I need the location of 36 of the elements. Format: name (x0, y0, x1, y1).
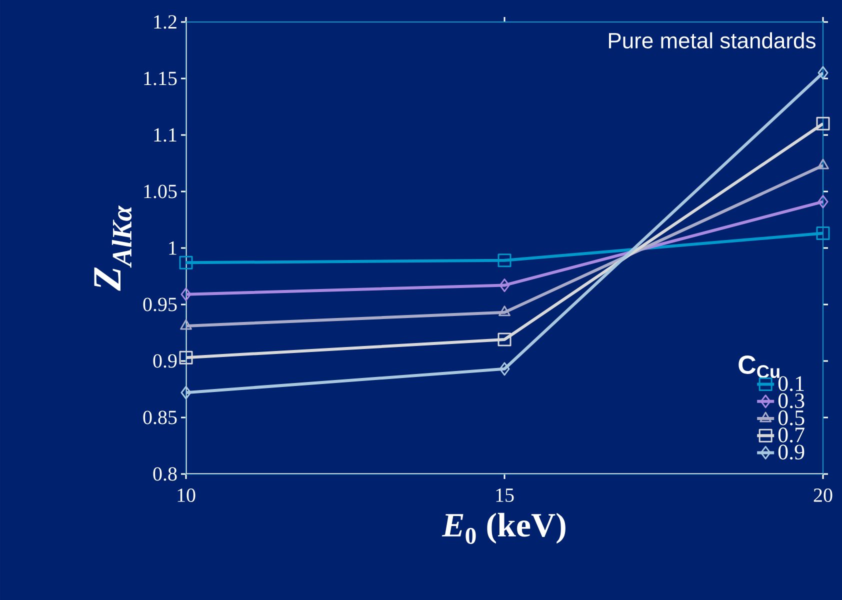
point (816, 116, 830, 130)
point (499, 278, 510, 292)
y-tick-label: 1.1 (154, 128, 176, 142)
x-tick-label: 10 (178, 488, 196, 502)
y-tick-label: 1.15 (144, 72, 177, 86)
point (818, 194, 828, 208)
point (498, 254, 512, 268)
legend-label: 0.1 (778, 376, 804, 392)
y-tick-label: 1.05 (144, 184, 177, 198)
y-tick-label: 0.85 (143, 410, 177, 424)
y-axis-title: Z$_{AlKα}$ (94, 205, 132, 291)
point (180, 386, 192, 400)
point (818, 66, 828, 80)
point (816, 226, 830, 240)
annotation: Pure metal standards (609, 32, 816, 48)
y-tick-label: 1.2 (154, 15, 176, 29)
point (179, 350, 193, 364)
legend-label: 0.5 (778, 410, 804, 426)
point (180, 319, 192, 330)
point (499, 362, 510, 376)
point (498, 306, 510, 316)
legend-label: 0.7 (778, 428, 804, 442)
legend-label: 0.9 (778, 444, 804, 460)
y-tick-label: 0.8 (153, 467, 177, 481)
y-tick-label: 0.9 (153, 354, 177, 368)
x-tick-label: 20 (814, 488, 832, 502)
y-tick-label: 1 (169, 241, 176, 255)
legend-label: 0.3 (778, 393, 804, 408)
y-tick-label: 0.95 (143, 298, 177, 312)
point (498, 332, 512, 346)
point (817, 158, 829, 170)
point (180, 288, 192, 302)
legend-title: C$_{Cu}$ (738, 356, 780, 378)
point (179, 256, 193, 270)
x-tick-label: 15 (496, 488, 514, 502)
x-axis-title: E$_{0}$ (keV) (442, 512, 566, 544)
